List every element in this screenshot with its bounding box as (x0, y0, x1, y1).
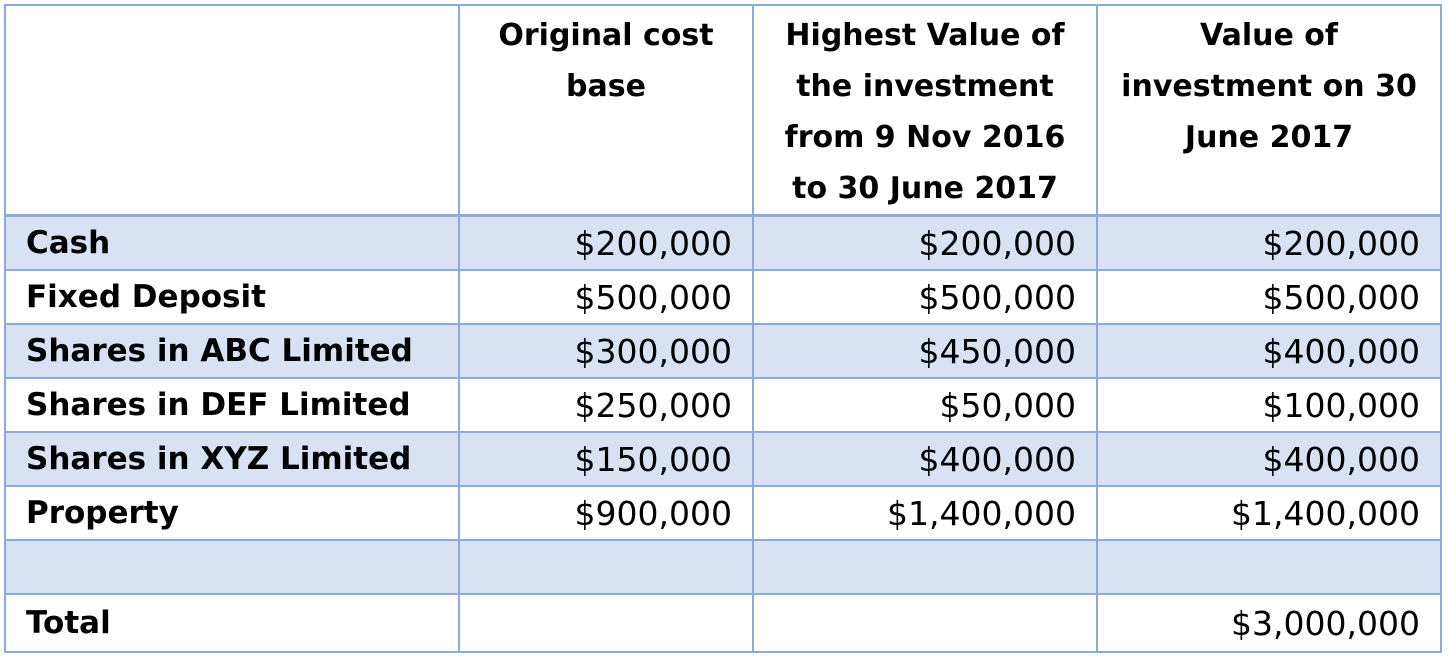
highest-cell: $500,000 (752, 269, 1098, 325)
table-row: Shares in ABC Limited $300,000 $450,000 … (4, 323, 1442, 379)
highest-cell (752, 539, 1098, 595)
row-label: Shares in DEF Limited (4, 377, 460, 433)
row-label: Shares in ABC Limited (4, 323, 460, 379)
table-row: Shares in XYZ Limited $150,000 $400,000 … (4, 431, 1442, 487)
highest-cell: $450,000 (752, 323, 1098, 379)
value-june-cell: $1,400,000 (1096, 485, 1442, 541)
header-original-cost: Original cost base (458, 4, 754, 217)
cost-cell: $900,000 (458, 485, 754, 541)
header-highest-value: Highest Value of the investment from 9 N… (752, 4, 1098, 217)
row-label: Fixed Deposit (4, 269, 460, 325)
value-june-cell: $100,000 (1096, 377, 1442, 433)
header-blank-cell (4, 4, 460, 217)
value-june-cell: $400,000 (1096, 431, 1442, 487)
table-row: Property $900,000 $1,400,000 $1,400,000 (4, 485, 1442, 541)
highest-cell: $50,000 (752, 377, 1098, 433)
total-highest-cell (752, 593, 1098, 653)
highest-cell: $200,000 (752, 214, 1098, 271)
value-june-cell (1096, 539, 1442, 595)
cost-cell: $150,000 (458, 431, 754, 487)
cost-cell (458, 539, 754, 595)
total-label: Total (4, 593, 460, 653)
table-row-empty (4, 539, 1442, 595)
row-label: Property (4, 485, 460, 541)
table-row: Fixed Deposit $500,000 $500,000 $500,000 (4, 269, 1442, 325)
cost-cell: $500,000 (458, 269, 754, 325)
row-label: Cash (4, 214, 460, 271)
value-june-cell: $200,000 (1096, 214, 1442, 271)
highest-cell: $1,400,000 (752, 485, 1098, 541)
total-cost-cell (458, 593, 754, 653)
value-june-cell: $400,000 (1096, 323, 1442, 379)
row-label: Shares in XYZ Limited (4, 431, 460, 487)
investment-table: Original cost base Highest Value of the … (4, 4, 1442, 653)
table-row: Shares in DEF Limited $250,000 $50,000 $… (4, 377, 1442, 433)
cost-cell: $300,000 (458, 323, 754, 379)
header-row: Original cost base Highest Value of the … (4, 4, 1442, 217)
cost-cell: $200,000 (458, 214, 754, 271)
table-row: Cash $200,000 $200,000 $200,000 (4, 214, 1442, 271)
header-value-june: Value of investment on 30 June 2017 (1096, 4, 1442, 217)
row-label (4, 539, 460, 595)
highest-cell: $400,000 (752, 431, 1098, 487)
value-june-cell: $500,000 (1096, 269, 1442, 325)
cost-cell: $250,000 (458, 377, 754, 433)
total-value-june-cell: $3,000,000 (1096, 593, 1442, 653)
total-row: Total $3,000,000 (4, 593, 1442, 653)
